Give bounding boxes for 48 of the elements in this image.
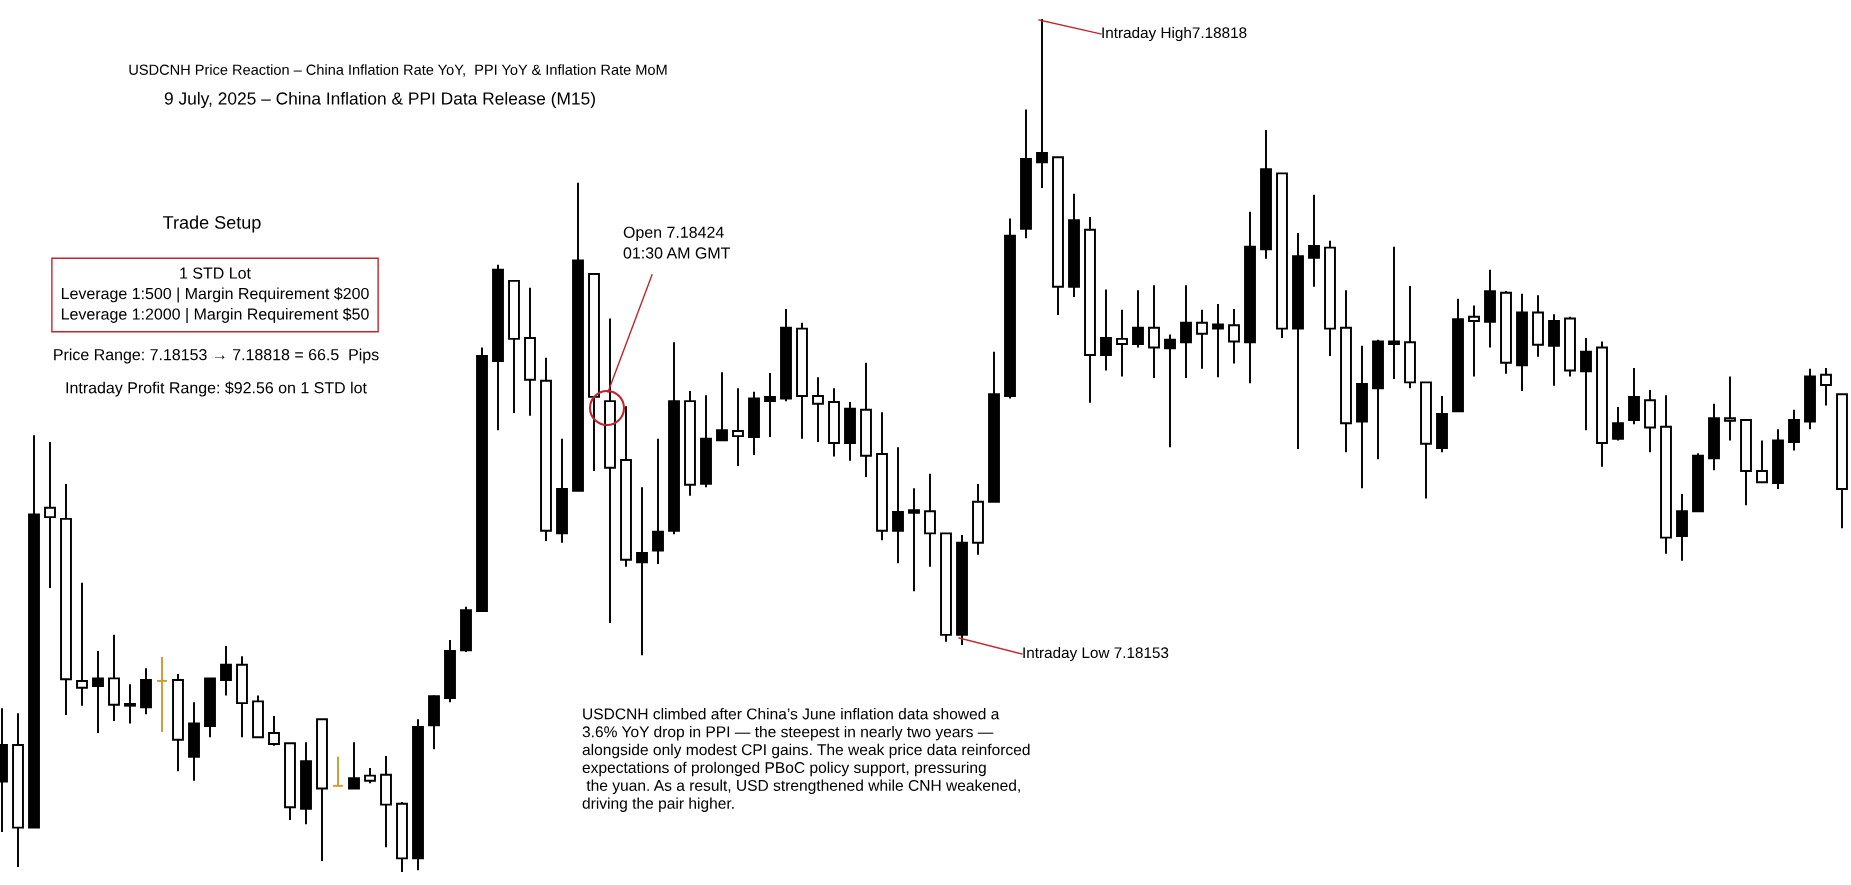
candlestick bbox=[1148, 284, 1160, 380]
annotation: USDCNH climbed after China’s June inflation data showed a 3.6% YoY drop in PPI — the steepest in nearly two years — alongside only modest CPI gains. The weak price data reinforced expectations of prolonged PBoC policy support, pressuring the yuan. As a result, USD strengthened while CNH weakened, driving the pair higher. bbox=[582, 708, 1030, 812]
candlestick bbox=[1100, 288, 1112, 372]
candlestick bbox=[220, 644, 232, 697]
candlestick bbox=[1820, 366, 1832, 407]
candlestick bbox=[1612, 406, 1624, 442]
candlestick bbox=[1580, 337, 1592, 432]
candlestick bbox=[1468, 304, 1480, 378]
candlestick bbox=[764, 372, 776, 438]
candlestick bbox=[1724, 375, 1736, 442]
candlestick bbox=[1628, 366, 1640, 426]
candlestick bbox=[1788, 408, 1800, 452]
candlestick bbox=[812, 376, 824, 444]
candlestick bbox=[1196, 308, 1208, 370]
annotation: Price Range: 7.18153 → 7.18818 = 66.5 Pips bbox=[54, 348, 379, 364]
candlestick bbox=[908, 487, 920, 593]
annotation: Trade Setup bbox=[163, 215, 261, 233]
candlestick bbox=[332, 755, 344, 787]
candlestick bbox=[1388, 245, 1400, 380]
candlestick bbox=[1036, 18, 1048, 189]
candlestick bbox=[348, 741, 360, 790]
candlestick bbox=[92, 650, 104, 734]
annotation: Intraday Profit Range: $92.56 on 1 STD lot bbox=[66, 381, 367, 397]
candlestick bbox=[1132, 289, 1144, 349]
candlestick bbox=[1308, 193, 1320, 288]
annotation: Open 7.18424 01:30 AM GMT bbox=[623, 226, 731, 259]
annotation: Intraday Low 7.18153 bbox=[1023, 646, 1169, 662]
text: 9 July, 2025 – China Inflation & PPI Data Release (M15) bbox=[164, 91, 595, 109]
candlestick bbox=[716, 371, 728, 442]
annotation: 1 STD Lot Leverage 1:500 | Margin Requirement $200 Leverage 1:2000 | Margin Requirement $50 bbox=[61, 267, 369, 323]
candlestick bbox=[76, 581, 88, 707]
candlestick bbox=[924, 472, 936, 568]
candlestick bbox=[1116, 308, 1128, 378]
candlestick bbox=[44, 441, 56, 589]
candlestick bbox=[156, 656, 168, 734]
candlestick bbox=[636, 486, 648, 657]
text: USDCNH Price Reaction – China Inflation Rate YoY, PPI YoY & Inflation Rate MoM bbox=[129, 64, 667, 77]
candlestick bbox=[1756, 439, 1768, 484]
candlestick bbox=[1180, 284, 1192, 380]
candlestick bbox=[652, 437, 664, 566]
candlestick bbox=[732, 387, 744, 467]
annotation: Intraday High7.18818 bbox=[1102, 26, 1247, 42]
candlestick bbox=[268, 714, 280, 747]
candlestick bbox=[892, 446, 904, 565]
candlestick bbox=[1228, 308, 1240, 365]
candlestick bbox=[124, 683, 136, 725]
candlestick bbox=[1164, 333, 1176, 449]
candlestick bbox=[1212, 302, 1224, 379]
